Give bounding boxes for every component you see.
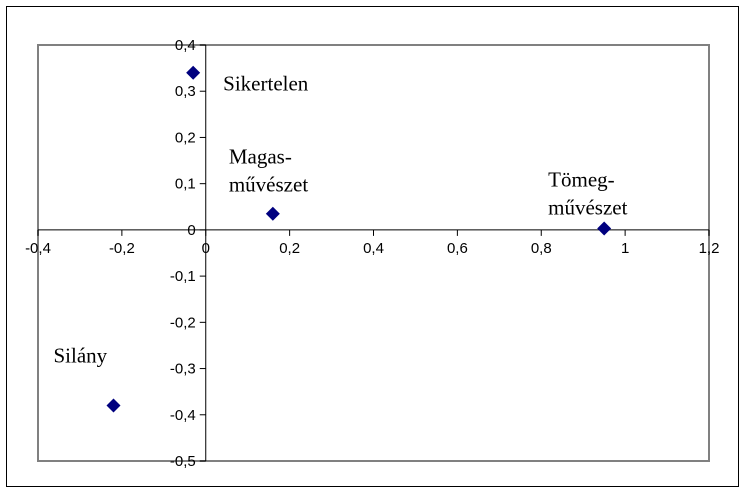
y-tick-label: -0,3 — [170, 361, 196, 378]
data-point — [597, 221, 612, 236]
y-tick-label: 0,4 — [175, 37, 196, 54]
x-tick-label: -0,4 — [25, 240, 51, 257]
data-point — [186, 65, 201, 80]
data-label: művészet — [229, 173, 308, 197]
data-label: Tömeg- — [548, 168, 614, 192]
y-tick-label: 0,1 — [175, 176, 196, 193]
x-tick-label: 0,8 — [531, 240, 552, 257]
y-tick-label: 0,3 — [175, 83, 196, 100]
plot-area-border — [37, 44, 710, 462]
data-point — [106, 398, 121, 413]
y-tick-label: -0,4 — [170, 407, 196, 424]
x-tick-label: 1,2 — [699, 240, 720, 257]
x-tick-label: 0,4 — [363, 240, 384, 257]
y-tick-label: 0,2 — [175, 129, 196, 146]
chart-frame — [6, 6, 739, 487]
x-tick-label: 0,2 — [279, 240, 300, 257]
data-label: Magas- — [229, 145, 292, 169]
data-label: Silány — [53, 344, 107, 368]
x-tick-label: 0,6 — [447, 240, 468, 257]
data-label: Sikertelen — [223, 72, 309, 96]
data-point — [265, 206, 280, 221]
x-tick-label: 1 — [621, 240, 629, 257]
y-tick-label: 0 — [187, 222, 195, 239]
y-tick-label: -0,2 — [170, 314, 196, 331]
y-tick-label: -0,5 — [170, 453, 196, 470]
x-tick-label: 0 — [202, 240, 210, 257]
y-tick-label: -0,1 — [170, 268, 196, 285]
data-label: művészet — [548, 196, 627, 220]
x-tick-label: -0,2 — [109, 240, 135, 257]
